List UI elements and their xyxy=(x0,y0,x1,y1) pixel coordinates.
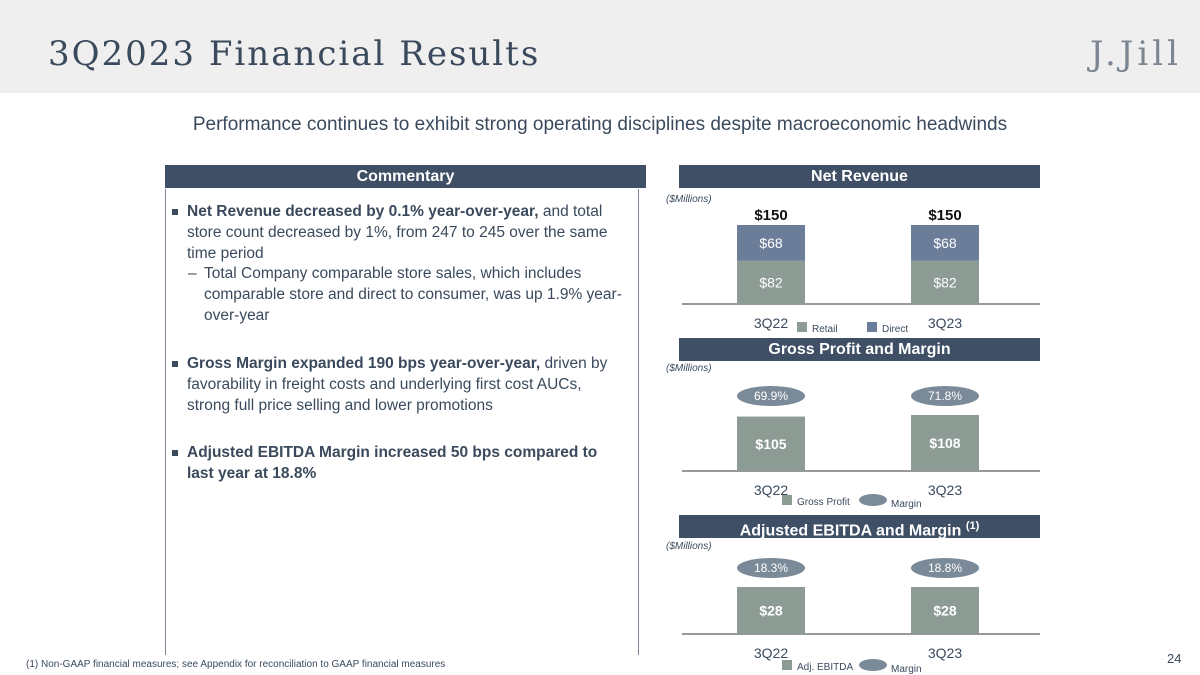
legend-swatch-direct xyxy=(867,322,877,332)
page-title: 3Q2023 Financial Results xyxy=(48,34,541,74)
data-label: $68 xyxy=(933,235,957,251)
bullet-square-icon xyxy=(172,450,178,456)
category-label: 3Q23 xyxy=(928,645,962,661)
bar-direct-3q22 xyxy=(737,225,805,261)
bar-retail-3q23 xyxy=(911,260,979,304)
bullet-ebitda: Adjusted EBITDA Margin increased 50 bps … xyxy=(172,442,627,484)
data-label: $28 xyxy=(933,603,957,619)
category-label: 3Q22 xyxy=(754,315,788,331)
bar-direct-3q23 xyxy=(911,225,979,261)
header-bar: 3Q2023 Financial Results J.Jill xyxy=(0,0,1200,93)
legend-swatch-retail xyxy=(797,322,807,332)
margin-pill xyxy=(737,386,805,406)
data-label: $28 xyxy=(759,603,783,619)
page-number: 24 xyxy=(1167,651,1182,666)
net-revenue-chart: $82 $68 $150 3Q22 $82 $68 $150 3Q23 Retail Direct xyxy=(682,207,1040,335)
category-label: 3Q22 xyxy=(754,645,788,661)
bullet-text: and total store count decreased by 1%, f… xyxy=(187,203,608,262)
legend-label: Gross Profit xyxy=(797,497,850,508)
legend-label: Margin xyxy=(891,499,922,510)
gross-profit-chart: $105 69.9% 3Q22 $108 71.8% 3Q23 Gross Profit Ma… xyxy=(682,386,1040,510)
bar-retail-3q22 xyxy=(737,260,805,304)
legend-swatch-bar xyxy=(782,660,792,670)
footnote-marker: (1) xyxy=(965,520,980,532)
margin-label: 18.8% xyxy=(928,561,962,575)
legend-label: Adj. EBITDA xyxy=(797,662,853,673)
legend-label: Margin xyxy=(891,664,922,675)
bar-3q22 xyxy=(737,416,805,471)
bar-3q23 xyxy=(911,415,979,471)
commentary-header: Commentary xyxy=(165,165,646,188)
data-label: $82 xyxy=(933,274,957,290)
bullet-square-icon xyxy=(172,361,178,367)
bullet-gross-margin: Gross Margin expanded 190 bps year-over-… xyxy=(172,353,627,416)
footnote: (1) Non-GAAP financial measures; see App… xyxy=(26,659,446,670)
margin-label: 18.3% xyxy=(754,561,788,575)
data-label: $105 xyxy=(755,436,786,452)
brand-logo: J.Jill xyxy=(1090,34,1183,74)
total-label: $150 xyxy=(754,207,787,224)
bullet-text: driven by favorability in freight costs … xyxy=(187,355,608,414)
ebitda-header-title: Adjusted EBITDA and Margin xyxy=(739,522,962,540)
legend-swatch-margin xyxy=(859,494,887,506)
category-label: 3Q23 xyxy=(928,482,962,498)
commentary-box: Net Revenue decreased by 0.1% year-over-… xyxy=(165,189,639,655)
sub-bullet-text: Total Company comparable store sales, wh… xyxy=(204,265,622,324)
units-label: ($Millions) xyxy=(666,363,712,374)
dash-icon: – xyxy=(188,265,197,282)
category-label: 3Q22 xyxy=(754,482,788,498)
data-label: $82 xyxy=(759,274,783,290)
units-label: ($Millions) xyxy=(666,541,712,552)
units-label: ($Millions) xyxy=(666,194,712,205)
bullet-net-revenue: Net Revenue decreased by 0.1% year-over-… xyxy=(172,201,627,264)
margin-pill xyxy=(911,558,979,578)
net-revenue-header: Net Revenue xyxy=(679,165,1040,188)
ebitda-header: Adjusted EBITDA and Margin (1) xyxy=(679,515,1040,540)
bar-3q23 xyxy=(911,587,979,634)
legend-swatch-bar xyxy=(782,495,792,505)
bar-3q22 xyxy=(737,587,805,634)
legend-label: Retail xyxy=(812,324,838,335)
bullet-square-icon xyxy=(172,209,178,215)
gross-profit-header: Gross Profit and Margin xyxy=(679,338,1040,361)
bullet-bold-text: Net Revenue decreased by 0.1% year-over-… xyxy=(187,203,539,220)
margin-label: 69.9% xyxy=(754,389,788,403)
total-label: $150 xyxy=(928,207,961,224)
data-label: $68 xyxy=(759,235,783,251)
bullet-bold-text: Adjusted EBITDA Margin increased 50 bps … xyxy=(187,444,598,482)
margin-pill xyxy=(911,386,979,406)
data-label: $108 xyxy=(929,435,960,451)
sub-bullet-comp-sales: – Total Company comparable store sales, … xyxy=(188,263,626,326)
legend-label: Direct xyxy=(882,324,908,335)
legend-swatch-margin xyxy=(859,659,887,671)
bullet-bold-text: Gross Margin expanded 190 bps year-over-… xyxy=(187,355,541,372)
category-label: 3Q23 xyxy=(928,315,962,331)
margin-label: 71.8% xyxy=(928,389,962,403)
ebitda-chart: $28 18.3% 3Q22 $28 18.8% 3Q23 Adj. EBITDA Margi… xyxy=(682,558,1040,675)
page-subtitle: Performance continues to exhibit strong … xyxy=(192,114,1008,135)
margin-pill xyxy=(737,558,805,578)
